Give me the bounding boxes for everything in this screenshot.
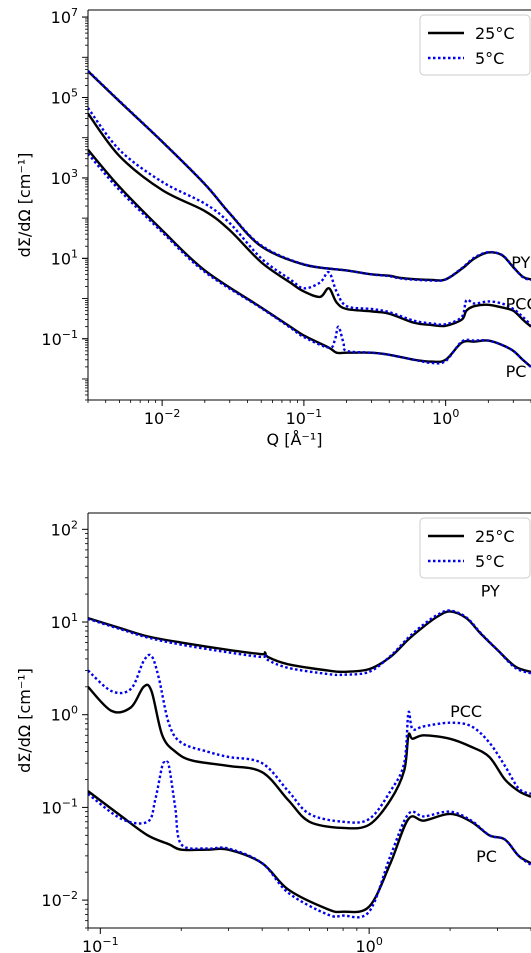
x-axis-label: Q [Å⁻¹]	[267, 430, 323, 449]
y-tick-label: 103	[51, 167, 78, 188]
x-tick-label: 100	[432, 407, 459, 428]
curve-label-py: PY	[481, 581, 500, 600]
legend-label: 25°C	[475, 24, 515, 43]
x-tick-label: 100	[355, 935, 382, 953]
legend: 25°C 5°C	[419, 517, 531, 579]
y-tick-label: 101	[51, 247, 78, 268]
series-line-py-5c	[88, 69, 531, 282]
legend-box	[419, 14, 531, 76]
legend-label: 25°C	[475, 527, 515, 546]
series-line-pc-25c	[88, 790, 531, 914]
curve-label-pc: PC	[476, 847, 497, 866]
y-axis-label: dΣ/dΩ [cm⁻¹]	[15, 153, 34, 258]
y-tick-label: 10−1	[41, 796, 78, 817]
series-line-pc-5c	[88, 152, 531, 368]
legend-box	[419, 517, 531, 579]
series-line-pcc-5c	[88, 653, 531, 824]
curve-label-pcc: PCC	[450, 702, 482, 721]
minor-ticks	[85, 533, 531, 931]
y-tick-label: 107	[51, 6, 78, 27]
curve-label-pc: PC	[506, 362, 527, 381]
legend-label: 5°C	[475, 49, 504, 68]
series-line-pcc-5c	[88, 107, 531, 326]
x-tick-label: 10−1	[82, 935, 119, 953]
series-line-pc-25c	[88, 149, 531, 368]
y-tick-label: 10−1	[41, 328, 78, 349]
x-tick-label: 10−2	[144, 407, 181, 428]
y-tick-label: 101	[51, 611, 78, 632]
y-tick-label: 10−2	[41, 889, 78, 910]
series-group	[88, 69, 531, 368]
y-tick-label: 102	[51, 518, 78, 539]
y-axis-label: dΣ/dΩ [cm⁻¹]	[15, 668, 34, 773]
curve-label-pcc: PCC	[506, 295, 531, 314]
legend-label: 5°C	[475, 552, 504, 571]
series-line-pcc-25c	[88, 683, 531, 830]
legend: 25°C 5°C	[419, 14, 531, 76]
series-line-pcc-25c	[88, 112, 531, 328]
y-tick-label: 105	[51, 87, 78, 108]
series-group	[88, 609, 531, 919]
curve-label-py: PY	[511, 253, 530, 272]
y-tick-label: 100	[51, 704, 78, 725]
top-panel: 10−2 10−1 100 10−1 101 103 105 107 Q [Å⁻¹] dΣ/dΩ …	[15, 6, 531, 449]
series-line-pc-5c	[88, 760, 531, 919]
series-line-py-5c	[88, 609, 531, 677]
x-tick-label: 10−1	[286, 407, 323, 428]
